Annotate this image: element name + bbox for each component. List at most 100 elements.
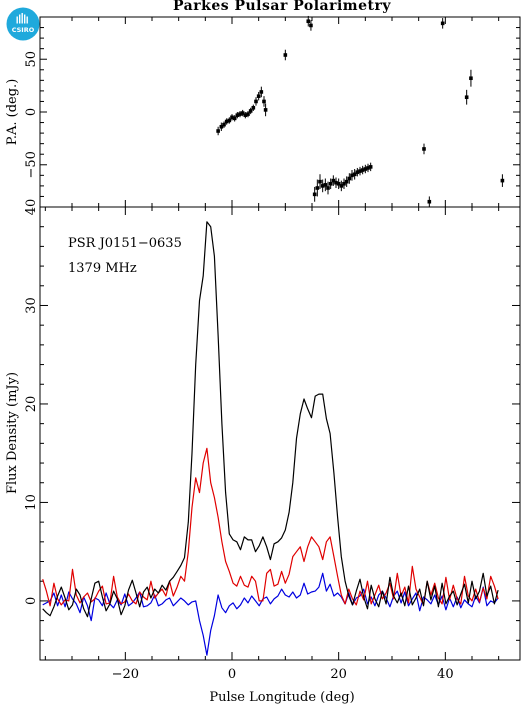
frequency-annotation: 1379 MHz (68, 261, 137, 276)
pa-marker (350, 173, 354, 178)
pa-point (222, 121, 226, 128)
pa-point (422, 143, 426, 155)
pa-point (360, 165, 365, 175)
pa-point (500, 174, 505, 187)
pa-marker (342, 181, 346, 186)
pa-point (262, 96, 266, 107)
pa-marker (336, 181, 341, 186)
pa-point (347, 173, 352, 184)
flux-xtick-label: −20 (112, 667, 139, 682)
pa-point (342, 178, 346, 190)
pa-point (232, 115, 237, 122)
pa-panel-frame (39, 16, 521, 208)
pa-marker (238, 112, 242, 116)
pa-point (339, 180, 344, 192)
pa-point (334, 177, 338, 188)
logo-text: CSIRO (12, 26, 35, 34)
pa-marker (328, 181, 333, 186)
pa-marker (427, 199, 432, 204)
linear-polarization-line (42, 447, 499, 607)
pa-point (216, 126, 220, 136)
pa-axis-label: P.A. (deg.) (5, 79, 20, 146)
pa-point (358, 166, 362, 176)
pa-point (464, 89, 469, 105)
total-intensity-line (42, 221, 499, 618)
pa-point (318, 174, 322, 190)
pa-marker (235, 113, 240, 117)
pa-point (323, 178, 328, 192)
pa-marker (339, 184, 344, 188)
pa-point (309, 20, 313, 31)
flux-xtick-label: 40 (437, 667, 454, 682)
circular-polarization-line (42, 572, 499, 656)
pa-marker (318, 179, 322, 184)
pa-ytick-label: 50 (24, 51, 39, 68)
pa-point (366, 163, 370, 173)
flux-ytick-label: 10 (24, 494, 39, 511)
pa-marker (331, 178, 336, 183)
pa-point (328, 178, 333, 190)
x-axis-label: Pulse Longitude (deg) (209, 690, 354, 705)
pa-point (256, 91, 261, 101)
pa-point (251, 104, 256, 111)
pa-point (331, 175, 336, 186)
pa-point (355, 167, 360, 177)
pa-point (227, 117, 232, 124)
pa-point (440, 18, 445, 29)
pa-point (344, 176, 349, 187)
pa-marker (334, 180, 338, 185)
pa-marker (323, 183, 328, 187)
pa-marker (422, 147, 426, 151)
pa-axes: −50 0 50 (24, 16, 520, 208)
pa-point (306, 15, 311, 27)
pa-point (243, 112, 248, 119)
pa-point (248, 107, 253, 115)
flux-xtick-label: 20 (330, 667, 347, 682)
pa-marker (366, 166, 370, 170)
pa-marker (344, 179, 349, 184)
pa-marker (246, 112, 250, 116)
pa-marker (219, 124, 224, 129)
flux-ytick-label: 20 (24, 396, 39, 413)
pa-marker (469, 76, 473, 81)
pa-point (263, 103, 268, 117)
pa-marker (262, 99, 266, 104)
pa-marker (326, 186, 330, 190)
pa-point (336, 178, 341, 190)
pa-marker (216, 129, 220, 133)
pa-point (469, 69, 473, 87)
pa-point (427, 196, 432, 207)
pa-marker (259, 90, 264, 94)
pa-point (352, 169, 357, 180)
pa-marker (256, 94, 261, 98)
pa-marker (254, 99, 258, 104)
pa-marker (500, 178, 505, 183)
pa-marker (224, 119, 229, 124)
flux-series (42, 221, 499, 656)
pa-marker (347, 176, 352, 181)
flux-xtick-label: 0 (228, 667, 236, 682)
pa-marker (309, 23, 313, 28)
flux-axis-label: Flux Density (mJy) (5, 372, 20, 494)
pa-marker (440, 21, 445, 26)
pa-point (235, 112, 240, 119)
pa-point (350, 170, 354, 181)
pa-marker (248, 109, 253, 113)
pa-point (320, 179, 325, 193)
pa-ytick-label: 0 (24, 108, 39, 116)
pa-point (246, 110, 250, 118)
pa-point (326, 181, 330, 195)
chart-title: Parkes Pulsar Polarimetry (173, 0, 391, 14)
pa-marker (368, 165, 373, 169)
pa-point (368, 162, 373, 172)
pa-marker (360, 168, 365, 172)
pa-point (254, 97, 258, 106)
pa-marker (283, 53, 288, 57)
pa-ytick-label: −50 (24, 151, 39, 178)
pa-point (219, 122, 224, 131)
pa-marker (306, 19, 311, 24)
pa-marker (227, 118, 232, 123)
pa-point (283, 49, 288, 61)
pa-marker (464, 95, 469, 100)
